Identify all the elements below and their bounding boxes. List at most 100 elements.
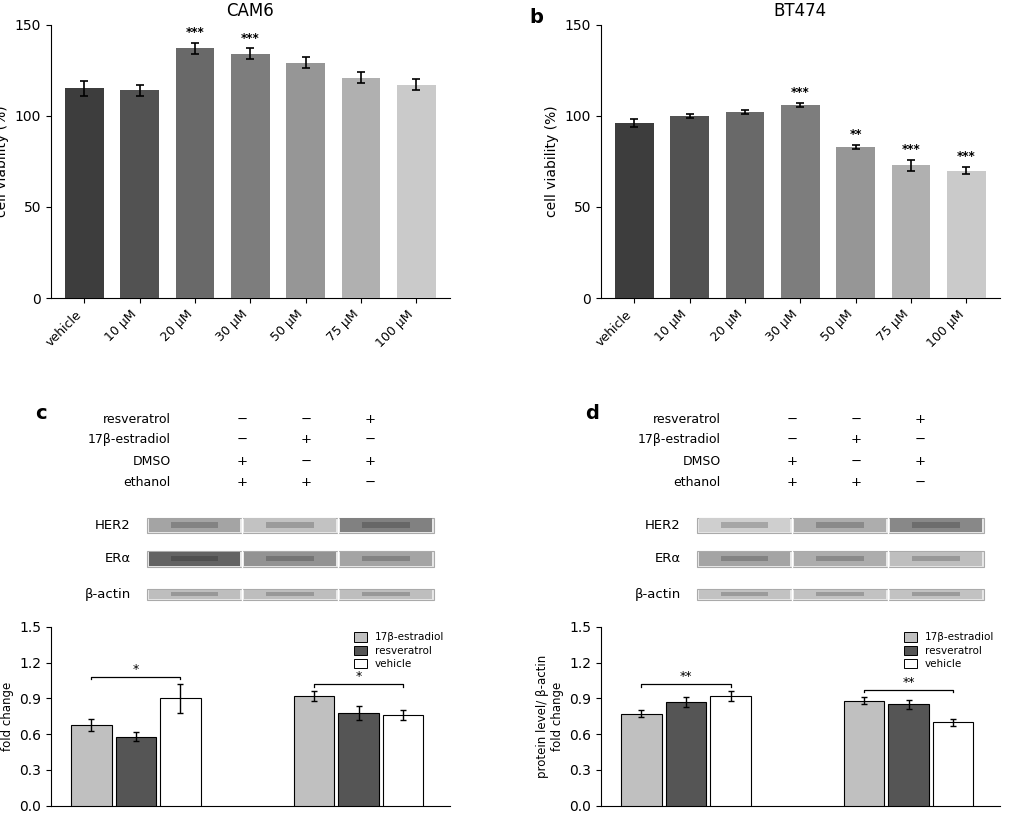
Y-axis label: protein level/ β-actin
fold change: protein level/ β-actin fold change [0,654,13,778]
Bar [836,147,874,298]
Bar [160,699,201,806]
Text: +: + [786,455,797,468]
Bar [696,518,982,533]
Text: −: − [786,433,797,446]
Text: DMSO: DMSO [132,455,170,468]
Text: HER2: HER2 [644,519,680,532]
Text: ***: *** [185,26,204,39]
Text: −: − [786,413,797,426]
Text: 17β-estradiol: 17β-estradiol [637,433,719,446]
Bar [149,590,240,599]
Bar [890,552,980,566]
Bar [669,116,708,298]
Text: +: + [301,476,311,489]
Text: +: + [364,455,375,468]
Bar [815,556,863,561]
Text: resveratrol: resveratrol [652,413,719,426]
Text: −: − [850,455,861,468]
Bar [946,170,984,298]
Text: ***: *** [901,143,919,156]
Bar [698,519,790,533]
Bar [120,90,159,298]
Bar [147,551,433,566]
Bar [362,556,410,561]
Bar [341,77,380,298]
Bar [245,519,335,533]
Bar [175,48,214,298]
Bar [815,522,863,528]
Text: β-actin: β-actin [634,588,680,601]
Text: b: b [529,8,543,27]
Legend: 17β-estradiol, resveratrol, vehicle: 17β-estradiol, resveratrol, vehicle [903,632,994,669]
Text: +: + [236,476,248,489]
Text: +: + [913,413,924,426]
Bar [794,519,886,533]
Text: *: * [132,663,139,676]
Bar [170,593,218,596]
Bar [147,518,433,533]
Title: BT474: BT474 [773,2,826,21]
Bar [888,704,928,806]
Bar [794,590,886,599]
Text: HER2: HER2 [95,519,130,532]
Bar [911,556,959,561]
Bar [115,737,156,806]
Bar [794,552,886,566]
Bar [339,552,431,566]
Bar [170,522,218,528]
Text: +: + [236,455,248,468]
Text: −: − [850,413,861,426]
Text: −: − [236,433,248,446]
Text: ***: *** [790,86,809,99]
Text: **: ** [849,128,861,141]
Bar [696,551,982,566]
Bar [781,105,819,298]
Y-axis label: protein level/ β-actin
fold change: protein level/ β-actin fold change [535,654,564,778]
Text: *: * [355,670,362,683]
Legend: 17β-estradiol, resveratrol, vehicle: 17β-estradiol, resveratrol, vehicle [354,632,444,669]
Bar [843,701,883,806]
Bar [890,519,980,533]
Bar [665,702,705,806]
Text: −: − [364,476,375,489]
Bar [266,556,314,561]
Bar [65,89,104,298]
Bar [725,112,763,298]
Bar [911,593,959,596]
Text: **: ** [679,670,692,683]
Text: −: − [301,413,312,426]
Text: ERα: ERα [105,552,130,566]
Bar [149,552,240,566]
Text: −: − [913,476,924,489]
Text: d: d [585,404,598,423]
Text: +: + [786,476,797,489]
Bar [698,552,790,566]
Bar [71,725,112,806]
Text: ethanol: ethanol [673,476,719,489]
Text: ERα: ERα [654,552,680,566]
Bar [339,519,431,533]
Bar [293,696,334,806]
Bar [911,522,959,528]
Bar [339,590,431,599]
Bar [719,556,767,561]
Bar [696,589,982,600]
Bar [815,593,863,596]
Text: +: + [364,413,375,426]
Title: CAM6: CAM6 [226,2,274,21]
Text: c: c [35,404,47,423]
Bar [170,556,218,561]
Bar [709,696,750,806]
Bar [719,522,767,528]
Text: ***: *** [240,32,260,44]
Text: resveratrol: resveratrol [103,413,170,426]
Text: −: − [236,413,248,426]
Bar [266,593,314,596]
Bar [890,590,980,599]
Text: −: − [301,455,312,468]
Bar [338,713,378,806]
Text: +: + [850,433,861,446]
Text: +: + [913,455,924,468]
Y-axis label: cell viability (%): cell viability (%) [545,105,558,217]
Bar [245,552,335,566]
